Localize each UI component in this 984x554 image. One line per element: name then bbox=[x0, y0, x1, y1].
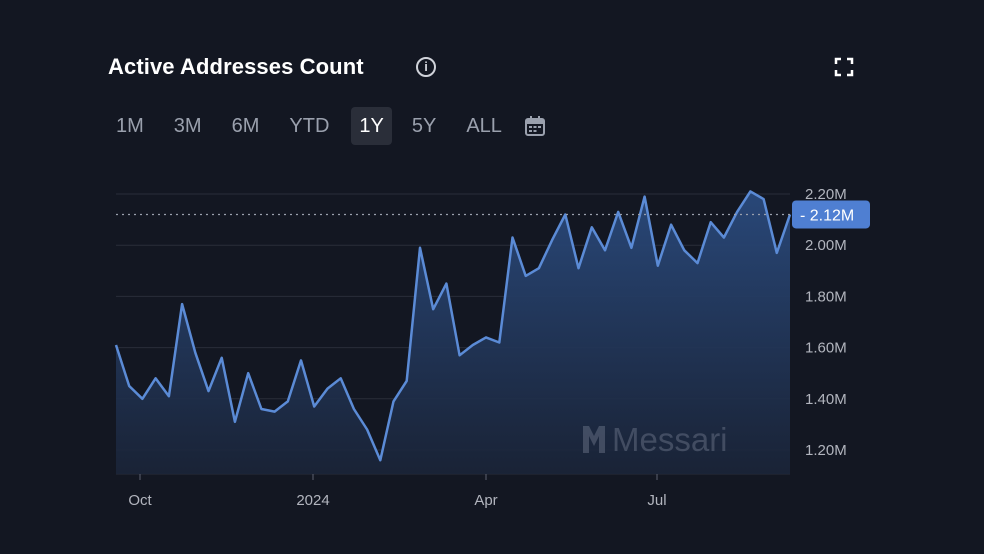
range-5y-button[interactable]: 5Y bbox=[411, 115, 437, 137]
current-value-text: - 2.12M bbox=[800, 207, 854, 224]
range-1y-button[interactable]: 1Y bbox=[351, 107, 392, 145]
series-area bbox=[116, 191, 790, 474]
range-3m-button[interactable]: 3M bbox=[173, 115, 202, 137]
x-tick-label: Oct bbox=[128, 492, 152, 509]
y-tick-label: 1.20M bbox=[805, 442, 847, 459]
range-1m-button[interactable]: 1M bbox=[116, 115, 144, 137]
y-tick-label: 1.80M bbox=[805, 288, 847, 305]
x-tick-label: Jul bbox=[647, 492, 666, 509]
info-icon[interactable]: i bbox=[416, 57, 436, 77]
current-value-badge: - 2.12M bbox=[792, 200, 870, 229]
y-tick-label: 1.40M bbox=[805, 391, 847, 408]
messari-watermark: Messari bbox=[583, 421, 728, 458]
watermark-text: Messari bbox=[612, 421, 728, 458]
time-range-selector: 1M 3M 6M YTD 1Y 5Y ALL bbox=[108, 106, 546, 146]
y-tick-label: 2.20M bbox=[805, 186, 847, 203]
x-axis: Oct 2024 Apr Jul bbox=[128, 474, 667, 509]
y-tick-label: 1.60M bbox=[805, 340, 847, 357]
chart-title: Active Addresses Count bbox=[108, 54, 364, 79]
x-tick-label: Apr bbox=[474, 492, 497, 509]
y-axis: 1.20M 1.40M 1.60M 1.80M 2.00M 2.20M bbox=[805, 186, 847, 459]
range-all-button[interactable]: ALL bbox=[466, 115, 502, 137]
y-tick-label: 2.00M bbox=[805, 237, 847, 254]
range-ytd-button[interactable]: YTD bbox=[289, 115, 330, 137]
calendar-icon[interactable] bbox=[524, 115, 546, 137]
fullscreen-icon[interactable] bbox=[834, 57, 854, 77]
series-line bbox=[114, 190, 792, 462]
x-tick-label: 2024 bbox=[296, 492, 329, 509]
range-6m-button[interactable]: 6M bbox=[231, 115, 260, 137]
